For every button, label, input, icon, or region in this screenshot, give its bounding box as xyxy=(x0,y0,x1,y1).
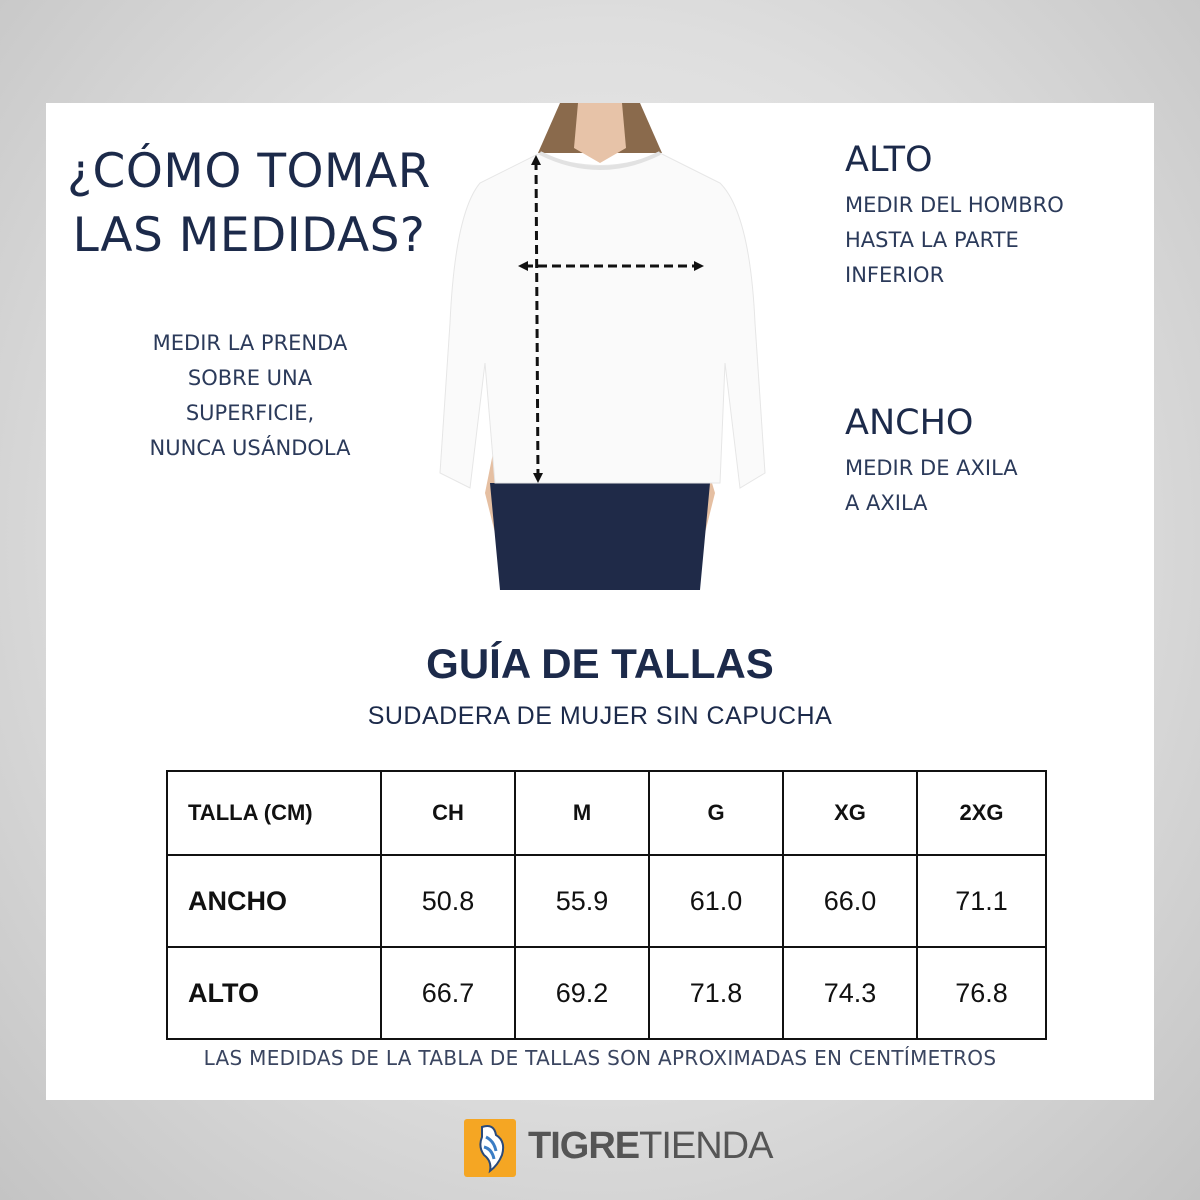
tigretienda-logo: TIGRETIENDA xyxy=(464,1119,773,1177)
table-cell: 71.1 xyxy=(916,854,1047,948)
row-label: ALTO xyxy=(166,946,382,1040)
table-cell: 66.7 xyxy=(380,946,516,1040)
footnote: LAS MEDIDAS DE LA TABLA DE TALLAS SON AP… xyxy=(203,1046,997,1070)
alto-section: ALTO MEDIR DEL HOMBRO HASTA LA PARTE INF… xyxy=(845,140,1064,293)
table-cell: 69.2 xyxy=(514,946,650,1040)
table-cell: 55.9 xyxy=(514,854,650,948)
table-row: ANCHO 50.8 55.9 61.0 66.0 71.1 xyxy=(166,854,1047,948)
alto-line: INFERIOR xyxy=(845,263,945,287)
table-cell: 74.3 xyxy=(782,946,918,1040)
guide-subtitle: SUDADERA DE MUJER SIN CAPUCHA xyxy=(367,702,833,730)
note-line: NUNCA USÁNDOLA xyxy=(149,436,351,460)
table-row: ALTO 66.7 69.2 71.8 74.3 76.8 xyxy=(166,946,1047,1040)
sweatshirt-model-image xyxy=(439,103,766,590)
note-line: MEDIR LA PRENDA xyxy=(152,331,348,355)
logo-text-light: TIENDA xyxy=(639,1125,773,1167)
table-cell: 66.0 xyxy=(782,854,918,948)
table-cell: 76.8 xyxy=(916,946,1047,1040)
alto-heading: ALTO xyxy=(845,140,933,180)
table-cell: 71.8 xyxy=(648,946,784,1040)
row-label: ANCHO xyxy=(166,854,382,948)
how-to-note: MEDIR LA PRENDA SOBRE UNA SUPERFICIE, NU… xyxy=(120,326,380,466)
height-arrow xyxy=(534,160,540,479)
note-line: SUPERFICIE, xyxy=(185,401,315,425)
table-cell: 50.8 xyxy=(380,854,516,948)
how-to-title: ¿CÓMO TOMAR LAS MEDIDAS? xyxy=(64,140,434,268)
logo-text-bold: TIGRE xyxy=(528,1125,640,1167)
header-cell: 2XG xyxy=(916,770,1047,856)
ancho-heading: ANCHO xyxy=(845,403,974,443)
note-line: SOBRE UNA xyxy=(187,366,313,390)
table-header-row: TALLA (CM) CH M G XG 2XG xyxy=(166,770,1047,856)
ancho-line: MEDIR DE AXILA xyxy=(845,456,1018,480)
header-cell: XG xyxy=(782,770,918,856)
alto-line: HASTA LA PARTE xyxy=(845,228,1019,252)
ancho-line: A AXILA xyxy=(845,491,928,515)
header-cell: G xyxy=(648,770,784,856)
header-cell: CH xyxy=(380,770,516,856)
tiger-icon xyxy=(464,1119,516,1177)
ancho-section: ANCHO MEDIR DE AXILA A AXILA xyxy=(845,403,1018,521)
guide-title: GUÍA DE TALLAS xyxy=(426,640,774,687)
title-line: ¿CÓMO TOMAR xyxy=(67,144,431,199)
table-cell: 61.0 xyxy=(648,854,784,948)
header-cell: TALLA (CM) xyxy=(166,770,382,856)
size-table: TALLA (CM) CH M G XG 2XG ANCHO 50.8 55.9… xyxy=(166,770,1047,1040)
title-line: LAS MEDIDAS? xyxy=(72,208,426,263)
alto-line: MEDIR DEL HOMBRO xyxy=(845,193,1064,217)
header-cell: M xyxy=(514,770,650,856)
